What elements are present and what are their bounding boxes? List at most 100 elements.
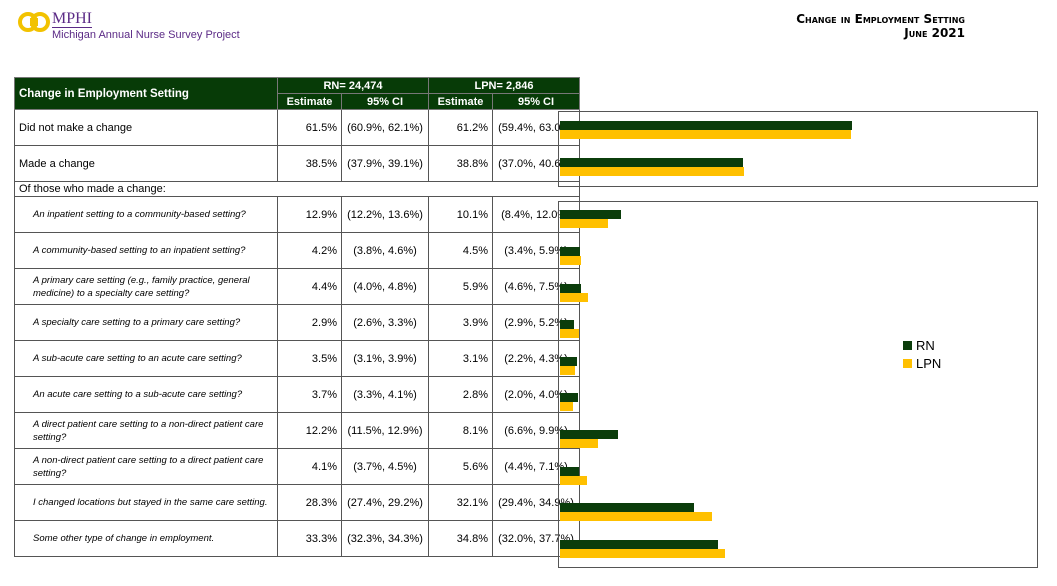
table-row: Did not make a change 61.5% (60.9%, 62.1%)… [14,109,580,146]
page-title: Change in Employment Setting June 2021 [796,12,965,40]
bar-rn [560,356,577,366]
bar-rn [560,320,574,330]
bar-lpn [560,129,851,139]
bar-lpn [560,255,582,265]
lpn-estimate: 5.9% [428,268,493,305]
bar-rn [560,393,578,403]
rn-ci: (3.3%, 4.1%) [341,376,429,413]
rn-estimate: 4.4% [277,268,342,305]
table-row: A specialty care setting to a primary ca… [14,304,580,341]
table-row: A direct patient care setting to a non-d… [14,412,580,449]
rn-ci: (3.1%, 3.9%) [341,340,429,377]
chart-box-bottom [558,201,1038,568]
bar-lpn [560,548,726,558]
bar-rn [560,157,743,167]
row-label: A sub-acute care setting to an acute car… [14,340,278,377]
lpn-estimate: 34.8% [428,520,493,557]
row-label: An inpatient setting to a community-base… [14,196,278,233]
bar-rn [560,503,695,513]
legend-item-rn: RN [903,336,941,354]
bar-lpn [560,438,599,448]
legend: RN LPN [903,336,941,372]
bar-rn [560,246,580,256]
rn-estimate-header: Estimate [277,93,342,110]
rn-ci: (32.3%, 34.3%) [341,520,429,557]
title-text: Change in Employment Setting [796,12,965,26]
title-date: June 2021 [904,26,965,40]
row-label: I changed locations but stayed in the sa… [14,484,278,521]
row-label: A community-based setting to an inpatien… [14,232,278,269]
section-label: Of those who made a change: [14,181,580,197]
col-title: Change in Employment Setting [14,77,278,110]
table-row: A sub-acute care setting to an acute car… [14,340,580,377]
rn-ci: (37.9%, 39.1%) [341,145,429,182]
rn-estimate: 4.2% [277,232,342,269]
rn-ci: (2.6%, 3.3%) [341,304,429,341]
project-name: Michigan Annual Nurse Survey Project [52,29,240,41]
legend-item-lpn: LPN [903,354,941,372]
lpn-estimate: 61.2% [428,109,493,146]
lpn-estimate: 3.9% [428,304,493,341]
lpn-estimate: 10.1% [428,196,493,233]
rn-ci: (60.9%, 62.1%) [341,109,429,146]
rn-estimate: 38.5% [277,145,342,182]
table-row: I changed locations but stayed in the sa… [14,484,580,521]
bar-lpn [560,166,745,176]
lpn-estimate: 38.8% [428,145,493,182]
row-label: A non-direct patient care setting to a d… [14,448,278,485]
table-row: Made a change 38.5% (37.9%, 39.1%) 38.8% (37… [14,145,580,182]
legend-swatch-rn [903,340,912,350]
lpn-ci-header: 95% CI [492,93,580,110]
lpn-estimate-header: Estimate [428,93,493,110]
legend-swatch-lpn [903,358,912,368]
row-label: A primary care setting (e.g., family pra… [14,268,278,305]
org-name: MPHI [52,10,93,28]
data-table: Change in Employment Setting RN= 24,474 … [14,77,580,557]
lpn-estimate: 4.5% [428,232,493,269]
rn-ci: (12.2%, 13.6%) [341,196,429,233]
rn-ci: (3.7%, 4.5%) [341,448,429,485]
bar-lpn [560,219,608,229]
row-label: An acute care setting to a sub-acute car… [14,376,278,413]
bar-lpn [560,292,589,302]
bar-lpn [560,512,713,522]
lpn-estimate: 5.6% [428,448,493,485]
lpn-estimate: 2.8% [428,376,493,413]
lpn-ci: (2.0%, 4.0%) [492,376,580,413]
table-row: A community-based setting to an inpatien… [14,232,580,269]
mphi-logo-icon [18,12,50,32]
row-label: A direct patient care setting to a non-d… [14,412,278,449]
bar-rn [560,539,719,549]
chart-box-top [558,111,1038,187]
table-row: A non-direct patient care setting to a d… [14,448,580,485]
rn-estimate: 12.2% [277,412,342,449]
bar-lpn [560,329,579,339]
lpn-estimate: 8.1% [428,412,493,449]
rn-ci: (27.4%, 29.2%) [341,484,429,521]
lpn-header: LPN= 2,846 [428,77,580,94]
rn-ci: (11.5%, 12.9%) [341,412,429,449]
rn-estimate: 3.7% [277,376,342,413]
bar-rn [560,466,580,476]
rn-estimate: 28.3% [277,484,342,521]
bar-lpn [560,365,575,375]
bar-rn [560,120,853,130]
table-row: An acute care setting to a sub-acute car… [14,376,580,413]
bar-rn [560,210,622,220]
lpn-estimate: 32.1% [428,484,493,521]
table-row: Some other type of change in employment.… [14,520,580,557]
row-label: Made a change [14,145,278,182]
rn-estimate: 33.3% [277,520,342,557]
rn-ci: (4.0%, 4.8%) [341,268,429,305]
rn-ci-header: 95% CI [341,93,429,110]
rn-estimate: 12.9% [277,196,342,233]
bar-rn [560,283,581,293]
table-row: An inpatient setting to a community-base… [14,196,580,233]
legend-label-rn: RN [916,337,935,353]
row-label: A specialty care setting to a primary ca… [14,304,278,341]
rn-estimate: 2.9% [277,304,342,341]
rn-ci: (3.8%, 4.6%) [341,232,429,269]
legend-label-lpn: LPN [916,355,942,371]
rn-header: RN= 24,474 [277,77,429,94]
